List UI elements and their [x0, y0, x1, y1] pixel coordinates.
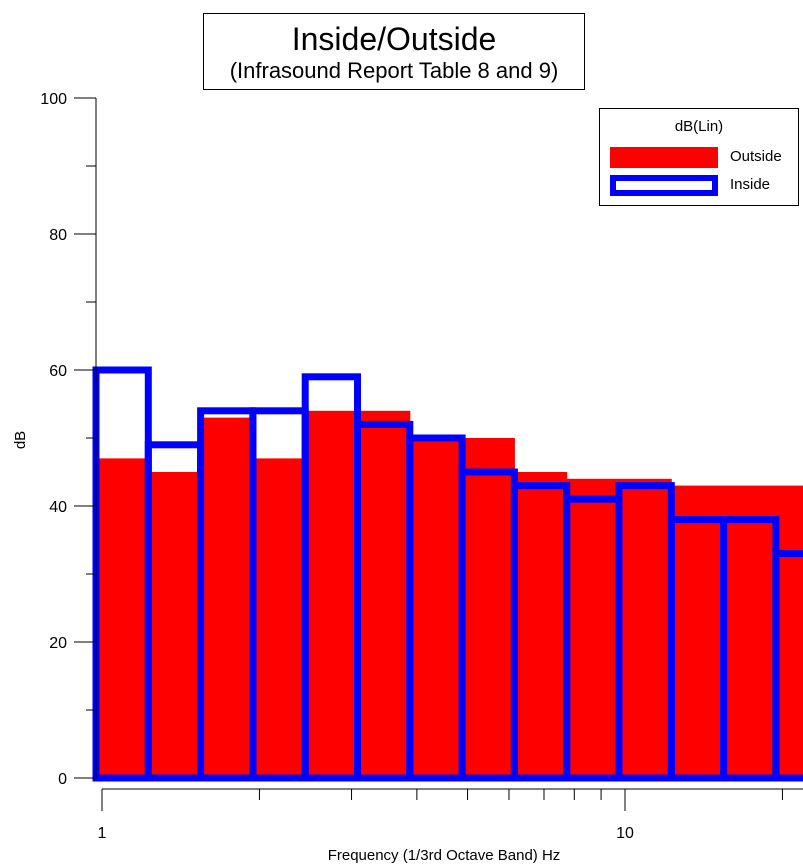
chart-title-box: Inside/Outside (Infrasound Report Table … — [203, 13, 585, 90]
y-tick-label-40: 40 — [49, 499, 67, 516]
legend-swatch-outside — [610, 147, 718, 168]
legend-title: dB(Lin) — [674, 118, 724, 135]
outside-bar-12.5hz — [671, 485, 725, 778]
outside-bar-3.15hz — [357, 410, 411, 778]
outside-bar-16hz — [723, 485, 777, 778]
legend-label-inside: Inside — [730, 176, 771, 193]
legend-label-outside: Outside — [730, 148, 782, 165]
outside-bar-4hz — [409, 438, 463, 778]
y-tick-label-20: 20 — [49, 635, 67, 652]
outside-bar-8hz — [566, 478, 620, 778]
outside-bar-2.5hz — [305, 410, 358, 778]
x-tick-label-1: 1 — [98, 825, 107, 842]
outside-bar-1hz — [96, 458, 149, 778]
legend-swatch-inside — [610, 175, 718, 196]
outside-bar-10hz — [619, 478, 672, 778]
outside-bar-2hz — [252, 458, 306, 778]
y-tick-label-0: 0 — [58, 771, 67, 788]
legend: dB(Lin) Outside Inside — [599, 108, 799, 206]
outside-bar-1.6hz — [200, 417, 254, 778]
y-tick-label-100: 100 — [40, 91, 67, 108]
y-axis-label: dB — [12, 431, 29, 449]
outside-bars-group — [96, 410, 803, 778]
y-tick-label-60: 60 — [49, 363, 67, 380]
y-tick-label-80: 80 — [49, 227, 67, 244]
outside-bar-5hz — [462, 438, 515, 778]
y-axis: 0 20 40 60 80 100 — [40, 91, 97, 788]
x-axis-label: Frequency (1/3rd Octave Band) Hz — [328, 847, 561, 864]
x-tick-label-10: 10 — [616, 825, 634, 842]
outside-bar-6.3hz — [514, 472, 568, 778]
inside-bars-group — [92, 366, 803, 782]
outside-bar-20hz — [775, 485, 803, 778]
chart-subtitle: (Infrasound Report Table 8 and 9) — [229, 58, 559, 83]
chart-title: Inside/Outside — [291, 21, 497, 57]
inside-bar-20hz — [772, 550, 803, 782]
x-axis: 1 10 — [98, 788, 803, 842]
outside-bar-1.25hz — [148, 472, 202, 778]
